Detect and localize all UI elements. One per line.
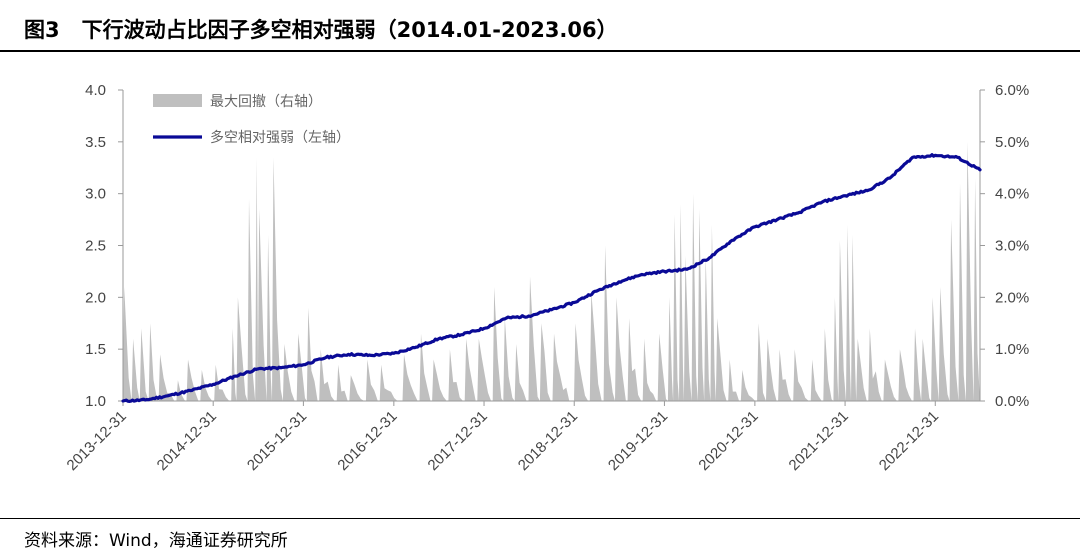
left-tick-label: 1.5 <box>85 341 106 358</box>
legend-label-drawdown: 最大回撤（右轴） <box>210 94 322 110</box>
left-tick-label: 4.0 <box>85 82 106 99</box>
figure-title: 下行波动占比因子多空相对强弱（2014.01-2023.06） <box>81 18 618 42</box>
left-tick-label: 3.0 <box>85 186 106 203</box>
x-tick-label: 2014-12-31 <box>154 408 220 474</box>
source-note: 资料来源：Wind，海通证券研究所 <box>24 531 288 551</box>
left-tick-label: 1.0 <box>85 393 106 410</box>
title-bar: 图3 下行波动占比因子多空相对强弱（2014.01-2023.06） <box>0 0 1080 52</box>
right-tick-label: 1.0% <box>995 341 1029 358</box>
x-tick-label: 2013-12-31 <box>64 408 130 474</box>
right-tick-label: 5.0% <box>995 134 1029 151</box>
x-tick-label: 2020-12-31 <box>695 408 761 474</box>
chart-svg: 1.0 1.5 2.0 2.5 3.0 3.5 4.0 0.0% 1.0% 2.0% 3.0% 4.0… <box>64 82 1030 474</box>
right-tick-label: 0.0% <box>995 393 1029 410</box>
x-tick-label: 2017-12-31 <box>425 408 491 474</box>
x-tick-label: 2021-12-31 <box>786 408 852 474</box>
long-short-line <box>121 153 982 403</box>
bottom-rule <box>0 518 1080 519</box>
figure-number: 图3 <box>24 18 60 42</box>
legend-swatch-drawdown <box>153 94 202 107</box>
x-tick-label: 2015-12-31 <box>244 408 310 474</box>
chart-title: 图3 下行波动占比因子多空相对强弱（2014.01-2023.06） <box>24 14 618 44</box>
right-tick-label: 4.0% <box>995 186 1029 203</box>
left-tick-label: 2.5 <box>85 238 106 255</box>
x-tick-label: 2018-12-31 <box>515 408 581 474</box>
right-tick-label: 6.0% <box>995 82 1029 99</box>
x-tick-label: 2022-12-31 <box>876 408 942 474</box>
right-tick-label: 3.0% <box>995 238 1029 255</box>
left-tick-label: 2.0 <box>85 289 106 306</box>
left-tick-label: 3.5 <box>85 134 106 151</box>
legend-label-line: 多空相对强弱（左轴） <box>210 129 350 146</box>
top-rule <box>0 50 1080 52</box>
drawdown-area <box>122 141 980 402</box>
x-tick-label: 2016-12-31 <box>334 408 400 474</box>
x-tick-label: 2019-12-31 <box>605 408 671 474</box>
right-tick-label: 2.0% <box>995 289 1029 306</box>
